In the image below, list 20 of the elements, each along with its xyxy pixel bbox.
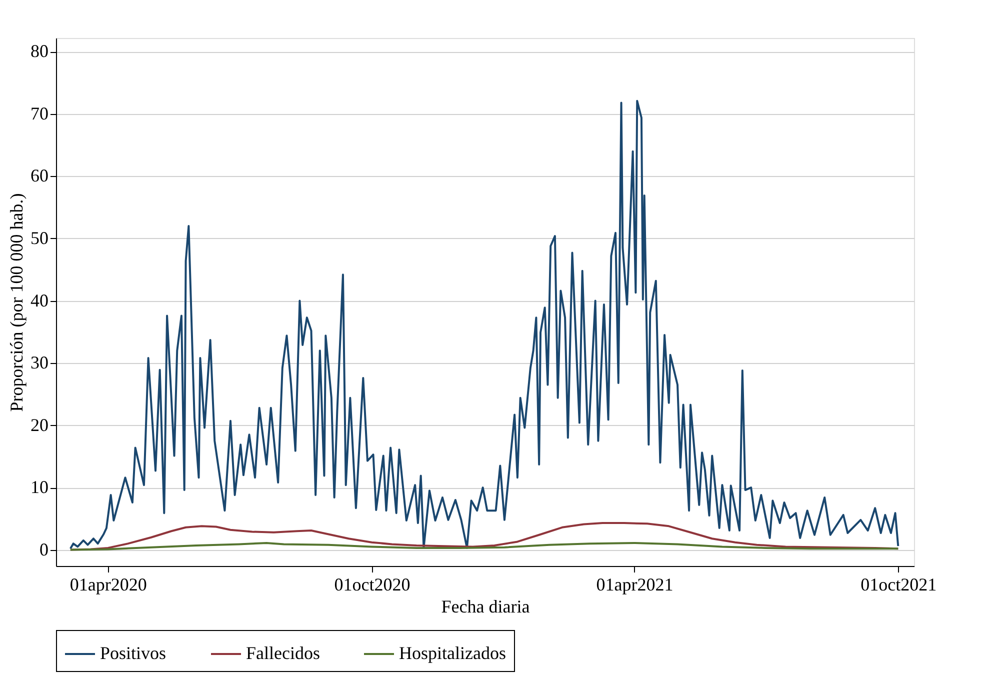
x-tick-label: 01apr2020 bbox=[70, 574, 147, 594]
y-tick-label: 10 bbox=[30, 477, 48, 498]
y-axis-title: Proporción (por 100 000 hab.) bbox=[6, 193, 26, 412]
x-tick-label: 01apr2021 bbox=[596, 574, 674, 594]
y-tick-label: 80 bbox=[30, 41, 48, 62]
x-tick-label: 01oct2021 bbox=[860, 574, 937, 594]
y-tick-label: 50 bbox=[30, 228, 48, 248]
line-series bbox=[69, 542, 900, 551]
line-series bbox=[69, 100, 900, 550]
legend-label: Positivos bbox=[100, 643, 166, 663]
y-tick-label: 40 bbox=[30, 290, 48, 310]
y-tick-label: 70 bbox=[30, 103, 48, 124]
y-tick-label: 30 bbox=[30, 352, 48, 373]
y-tick-label: 20 bbox=[30, 414, 48, 435]
legend-label: Fallecidos bbox=[246, 643, 320, 663]
y-tick-label: 60 bbox=[30, 166, 48, 186]
x-tick-label: 01oct2020 bbox=[334, 574, 410, 594]
legend-label: Hospitalizados bbox=[399, 643, 506, 663]
y-tick-label: 0 bbox=[40, 539, 48, 560]
x-axis-title: Fecha diaria bbox=[441, 596, 530, 616]
